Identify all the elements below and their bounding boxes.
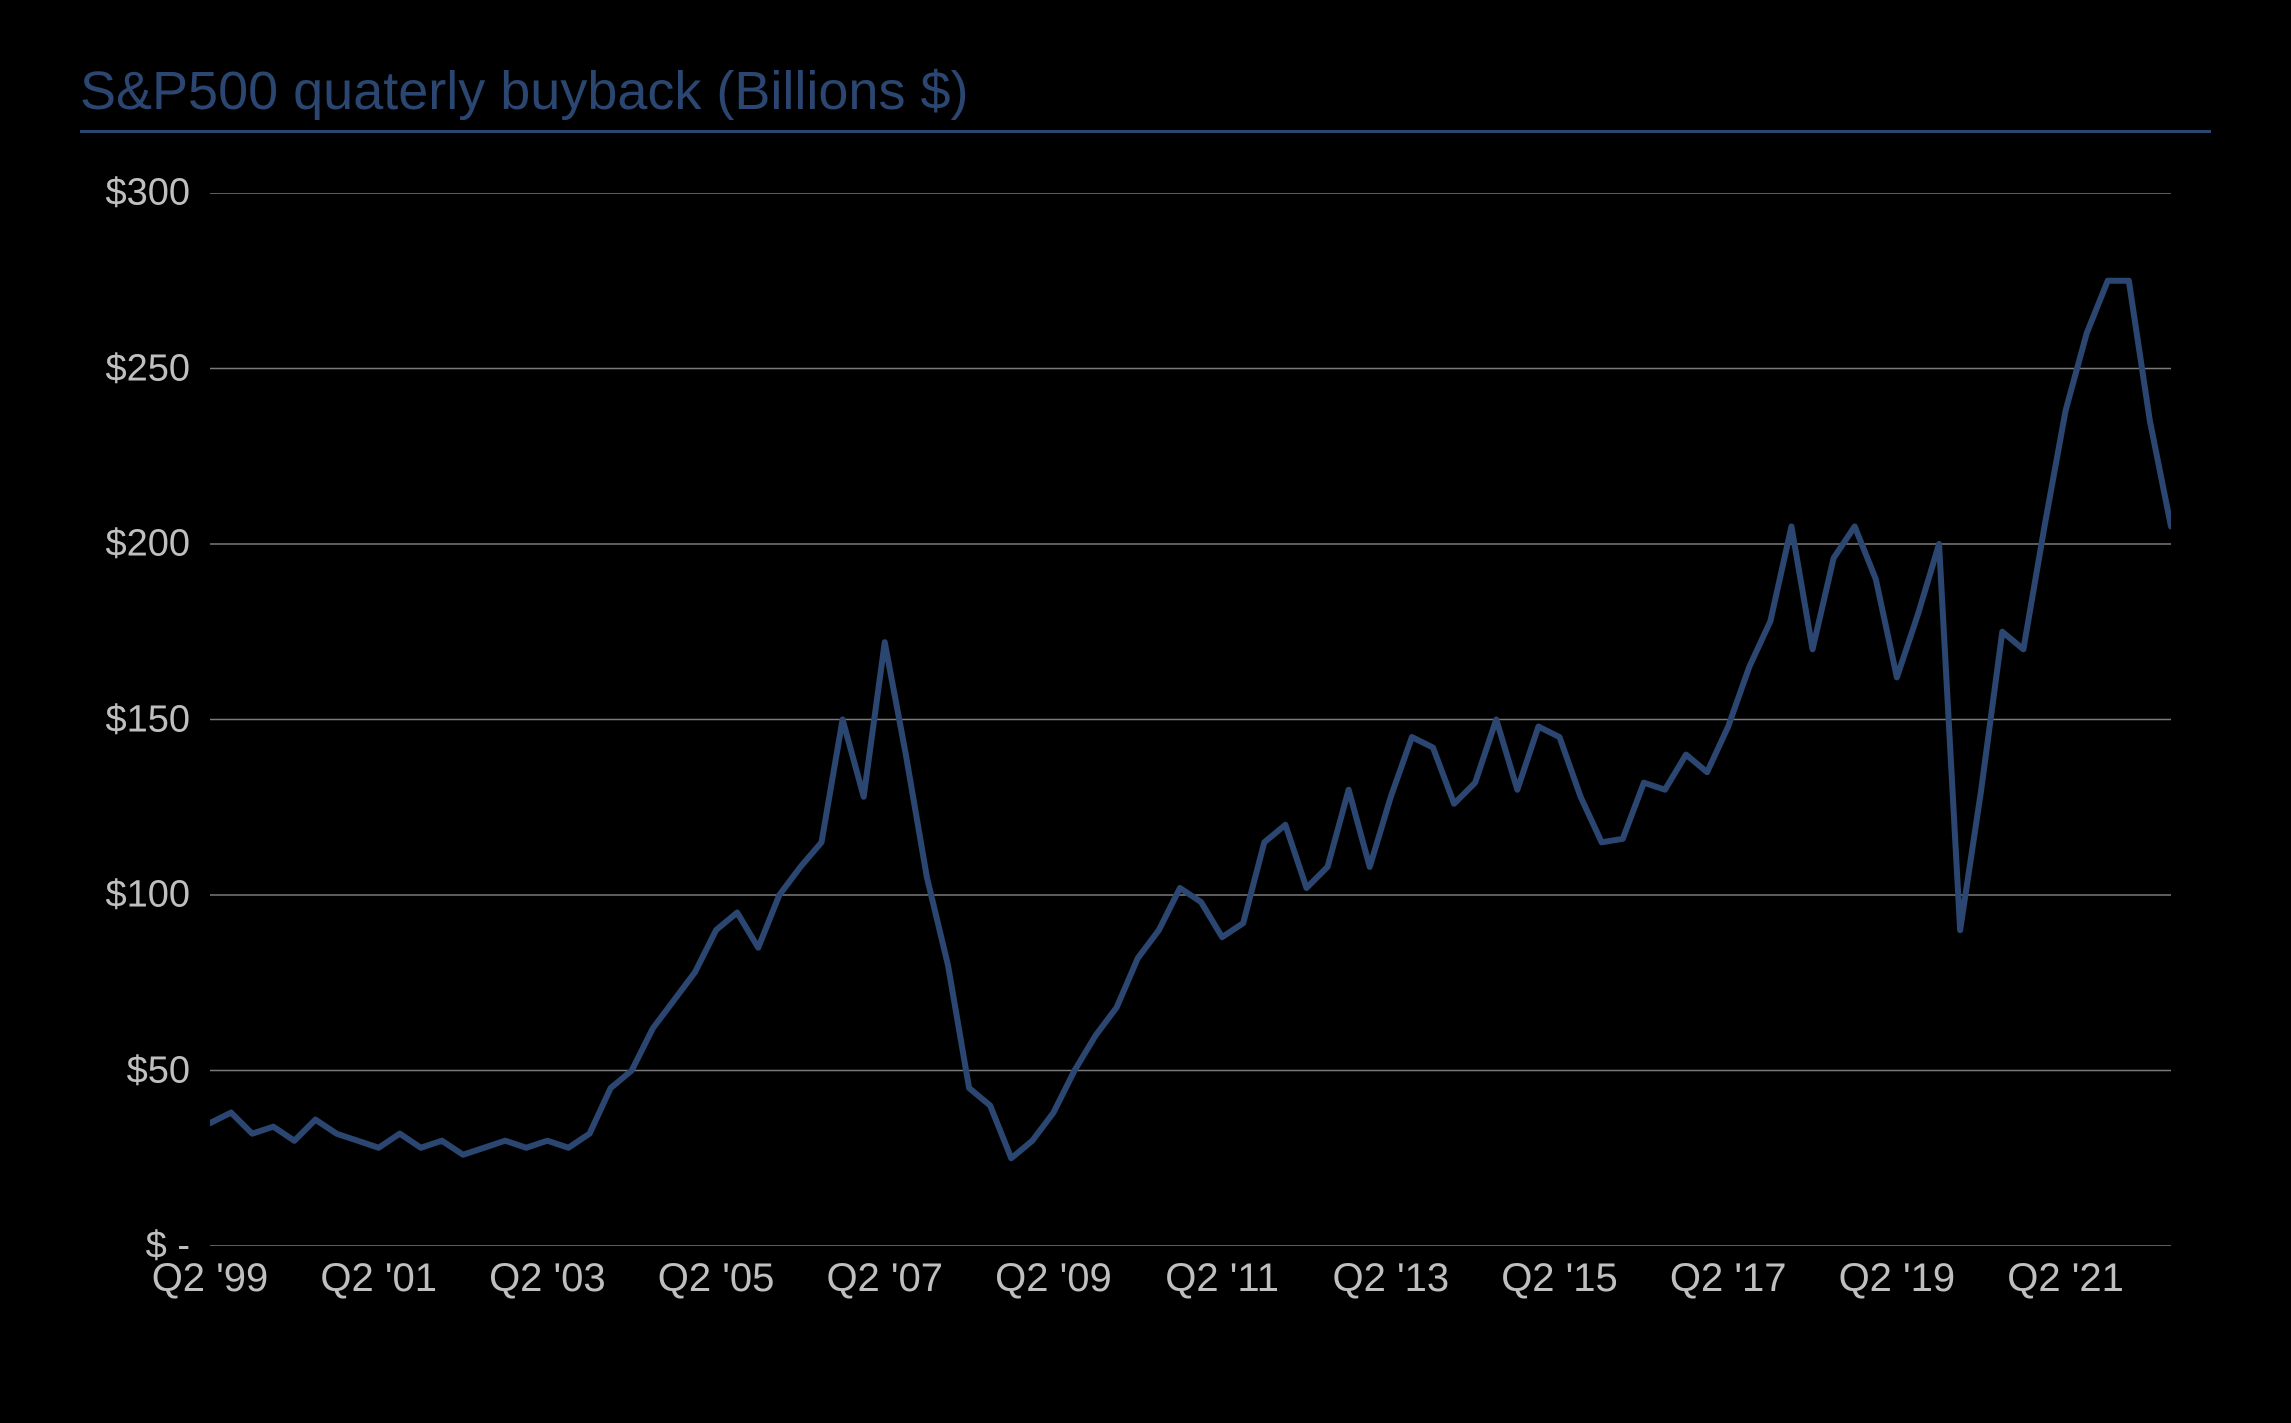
chart-container: S&P500 quaterly buyback (Billions $) $ -… <box>0 0 2291 1423</box>
y-tick-label: $250 <box>105 347 190 390</box>
x-tick-label: Q2 '21 <box>2007 1256 2124 1301</box>
line-chart-svg <box>210 193 2171 1246</box>
y-tick-label: $100 <box>105 874 190 917</box>
y-tick-label: $50 <box>127 1049 190 1092</box>
y-tick-label: $200 <box>105 523 190 566</box>
chart-area: $ -$50$100$150$200$250$300 Q2 '99Q2 '01Q… <box>80 193 2211 1316</box>
x-tick-label: Q2 '13 <box>1333 1256 1450 1301</box>
y-tick-label: $300 <box>105 172 190 215</box>
x-tick-label: Q2 '01 <box>320 1256 437 1301</box>
plot-area <box>210 193 2171 1246</box>
chart-title: S&P500 quaterly buyback (Billions $) <box>80 60 2211 133</box>
x-tick-label: Q2 '07 <box>826 1256 943 1301</box>
x-tick-label: Q2 '09 <box>995 1256 1112 1301</box>
x-tick-label: Q2 '11 <box>1165 1256 1279 1301</box>
x-tick-label: Q2 '05 <box>658 1256 775 1301</box>
x-tick-label: Q2 '19 <box>1839 1256 1956 1301</box>
x-tick-label: Q2 '15 <box>1501 1256 1618 1301</box>
y-tick-label: $150 <box>105 698 190 741</box>
x-tick-label: Q2 '99 <box>152 1256 269 1301</box>
x-tick-label: Q2 '03 <box>489 1256 606 1301</box>
x-tick-label: Q2 '17 <box>1670 1256 1787 1301</box>
x-axis-labels: Q2 '99Q2 '01Q2 '03Q2 '05Q2 '07Q2 '09Q2 '… <box>210 1256 2171 1316</box>
y-axis-labels: $ -$50$100$150$200$250$300 <box>80 193 200 1246</box>
